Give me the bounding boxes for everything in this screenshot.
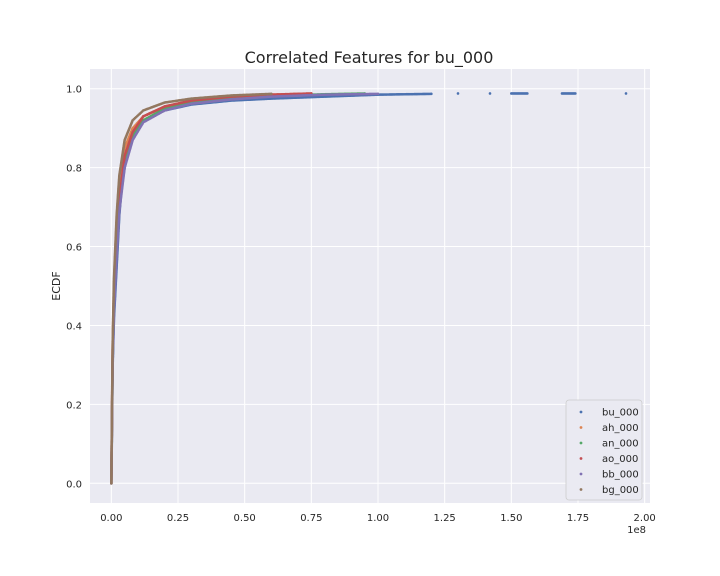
legend-marker: [579, 426, 583, 429]
legend-box: [565, 399, 643, 501]
y-tick-label: 0.0: [66, 479, 82, 490]
y-tick-label: 0.8: [66, 164, 82, 175]
x-tick-label: 1.25: [434, 513, 456, 524]
data-point: [430, 92, 433, 96]
legend-label: bu_000: [602, 408, 639, 419]
legend-marker: [579, 488, 583, 491]
series-bg_000: [110, 92, 273, 485]
legend-marker: [579, 472, 583, 476]
x-tick-label: 1.50: [500, 513, 522, 524]
legend-label: ao_000: [602, 454, 638, 465]
y-axis-label: ECDF: [50, 271, 63, 300]
x-tick-label: 0.00: [100, 513, 122, 524]
x-tick-label: 0.25: [167, 513, 189, 524]
x-tick-label: 2.00: [634, 513, 656, 524]
legend-label: bb_000: [602, 470, 639, 481]
series-layer: [110, 92, 628, 485]
legend-marker: [579, 441, 583, 445]
y-tick-label: 0.2: [66, 400, 82, 411]
data-point: [574, 92, 577, 95]
x-tick-label: 1.00: [367, 513, 389, 524]
legend-label: bg_000: [602, 485, 639, 496]
data-point: [526, 92, 529, 95]
y-tick-label: 0.4: [66, 321, 82, 332]
chart-title: Correlated Features for bu_000: [245, 48, 494, 68]
legend-marker: [579, 410, 583, 414]
data-point: [270, 92, 273, 96]
legend-label: ah_000: [602, 423, 639, 434]
x-tick-label: 1.75: [567, 513, 589, 524]
plot-area: [90, 69, 650, 503]
x-tick-label: 0.75: [300, 513, 322, 524]
data-point: [624, 92, 628, 95]
data-point: [488, 92, 492, 95]
y-tick-label: 0.6: [66, 243, 82, 254]
x-offset-label: 1e8: [627, 525, 646, 536]
data-point: [456, 92, 460, 95]
legend-label: an_000: [602, 439, 639, 450]
legend: bu_000 ah_000 an_000 ao_000 bb_000 bg_000: [565, 399, 643, 501]
tick-layer: 0.00 0.25 0.50 0.75 1.00 1.25 1.50 1.75 2.00 0.0 0…: [66, 85, 656, 524]
grid-layer: [90, 69, 650, 503]
y-tick-label: 1.0: [66, 85, 82, 96]
data-point: [376, 92, 380, 96]
legend-marker: [579, 457, 583, 460]
x-tick-label: 0.50: [234, 513, 256, 524]
